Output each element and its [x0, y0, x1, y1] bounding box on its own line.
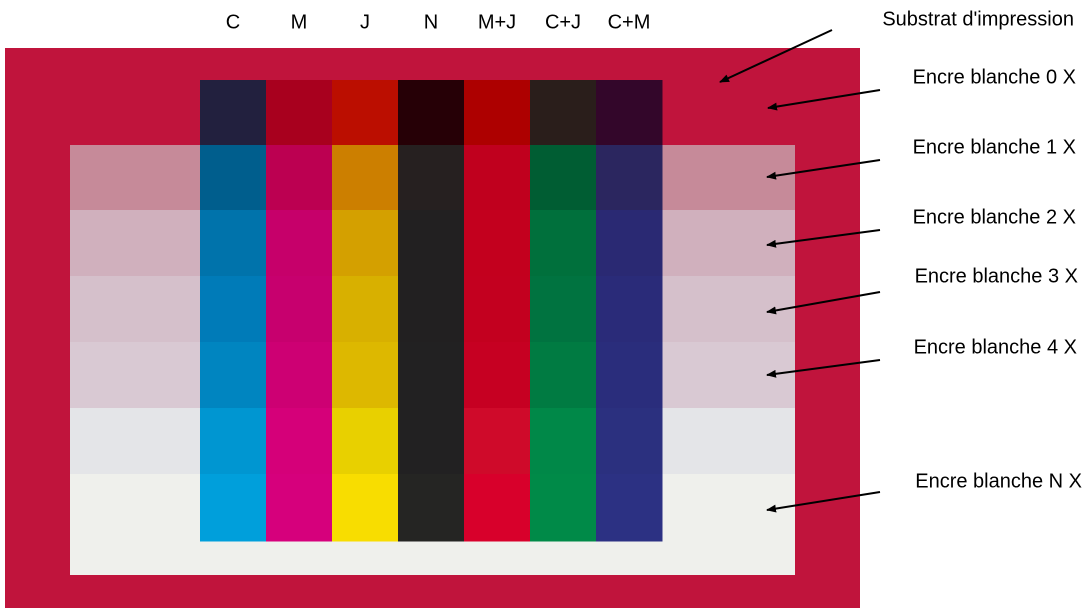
- column-label: M: [291, 11, 308, 33]
- swatch: [596, 276, 663, 343]
- swatch: [464, 80, 531, 146]
- annotation: Encre blanche 0 X: [913, 66, 1076, 88]
- swatch: [464, 276, 531, 343]
- labels: C M J N M+J C+J C+M Substrat d'impression Encre …: [226, 8, 1082, 492]
- column-label: C+M: [608, 11, 651, 33]
- arrows: [719, 29, 881, 513]
- swatch: [266, 342, 333, 409]
- swatch: [200, 80, 267, 146]
- swatch: [200, 474, 267, 542]
- swatch: [332, 80, 399, 146]
- swatch: [530, 408, 597, 475]
- swatch: [464, 408, 531, 475]
- annotation: Encre blanche 1 X: [913, 136, 1076, 158]
- swatch: [266, 474, 333, 542]
- swatch: [200, 408, 267, 475]
- arrow: [719, 29, 833, 83]
- swatch: [596, 210, 663, 277]
- arrow: [766, 359, 881, 378]
- arrow: [766, 159, 881, 180]
- annotation: Encre blanche 3 X: [915, 265, 1078, 287]
- swatch: [530, 80, 597, 146]
- swatch: [530, 276, 597, 343]
- swatch: [530, 145, 597, 211]
- swatch: [398, 80, 465, 146]
- swatch: [596, 408, 663, 475]
- swatch: [266, 80, 333, 146]
- swatch: [266, 210, 333, 277]
- swatch: [398, 145, 465, 211]
- annotation: Encre blanche N X: [915, 470, 1082, 492]
- swatch: [332, 210, 399, 277]
- swatch: [464, 342, 531, 409]
- arrow: [766, 229, 881, 248]
- swatch: [530, 210, 597, 277]
- swatch: [266, 276, 333, 343]
- swatch: [530, 342, 597, 409]
- swatch: [398, 342, 465, 409]
- swatch: [596, 342, 663, 409]
- swatch: [530, 474, 597, 542]
- column-label: N: [424, 11, 438, 33]
- column-label: M+J: [478, 11, 516, 33]
- swatch: [332, 408, 399, 475]
- swatch: [200, 145, 267, 211]
- arrow: [767, 89, 881, 111]
- swatch: [398, 210, 465, 277]
- annotation: Encre blanche 2 X: [913, 206, 1076, 228]
- arrow: [766, 291, 881, 315]
- column-label: C: [226, 11, 240, 33]
- swatch: [332, 276, 399, 343]
- column-label: C+J: [545, 11, 581, 33]
- swatch: [266, 145, 333, 211]
- swatch: [332, 145, 399, 211]
- swatch: [200, 276, 267, 343]
- swatch: [596, 80, 663, 146]
- swatch: [200, 210, 267, 277]
- annotation: Encre blanche 4 X: [914, 336, 1077, 358]
- swatch: [332, 342, 399, 409]
- swatch: [596, 474, 663, 542]
- swatch: [398, 474, 465, 542]
- swatch: [464, 145, 531, 211]
- swatch: [398, 276, 465, 343]
- arrow: [766, 491, 881, 513]
- swatch: [464, 474, 531, 542]
- swatch: [200, 342, 267, 409]
- swatch-grid: [200, 80, 663, 542]
- swatch: [398, 408, 465, 475]
- column-label: J: [360, 11, 370, 33]
- annotation: Substrat d'impression: [882, 8, 1074, 30]
- swatch: [266, 408, 333, 475]
- swatch: [464, 210, 531, 277]
- swatch: [596, 145, 663, 211]
- swatch: [332, 474, 399, 542]
